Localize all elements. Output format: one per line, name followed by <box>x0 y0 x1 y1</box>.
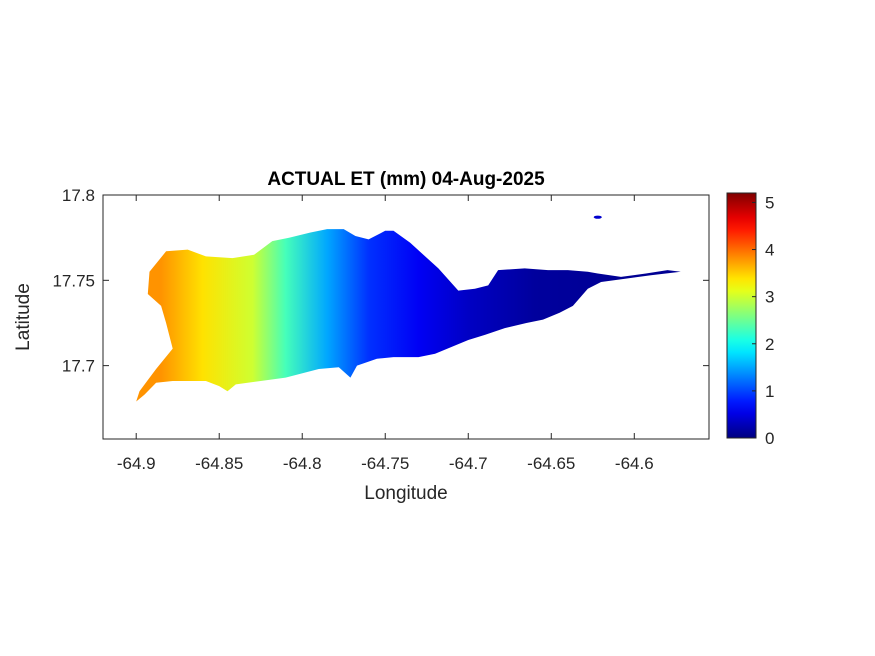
x-tick-label: -64.85 <box>195 454 243 473</box>
colorbar-tick-label: 1 <box>765 382 774 401</box>
y-tick-label: 17.8 <box>62 186 95 205</box>
x-tick-label: -64.65 <box>527 454 575 473</box>
x-axis-label: Longitude <box>364 483 447 504</box>
chart-title: ACTUAL ET (mm) 04-Aug-2025 <box>267 169 545 190</box>
colorbar-tick-label: 2 <box>765 335 774 354</box>
island-et-surface <box>136 229 681 402</box>
map-layer <box>136 215 681 402</box>
x-tick-label: -64.8 <box>283 454 322 473</box>
colorbar-scale <box>726 192 757 439</box>
colorbar-tick-label: 3 <box>765 288 774 307</box>
colorbar-tick-label: 4 <box>765 241 774 260</box>
islet-et-patch <box>593 215 602 219</box>
y-axis-label: Latitude <box>13 283 34 351</box>
x-tick-label: -64.75 <box>361 454 409 473</box>
x-tick-label: -64.6 <box>615 454 654 473</box>
y-tick-label: 17.75 <box>52 271 95 290</box>
colorbar-tick-label: 0 <box>765 429 774 448</box>
y-axis-ticks: 17.7 17.75 17.8 <box>52 186 709 376</box>
y-tick-label: 17.7 <box>62 357 95 376</box>
x-axis-ticks: -64.9 -64.85 -64.8 -64.75 -64.7 -64.65 -64.6 <box>117 195 654 473</box>
colorbar-tick-label: 5 <box>765 193 774 212</box>
colorbar: 0 1 2 3 4 5 <box>726 192 774 448</box>
x-tick-label: -64.7 <box>449 454 488 473</box>
plot-area: -64.9 -64.85 -64.8 -64.75 -64.7 -64.65 -64.6 1… <box>52 186 710 473</box>
axes-box <box>102 194 710 440</box>
x-tick-label: -64.9 <box>117 454 156 473</box>
colorbar-ticks: 0 1 2 3 4 5 <box>752 193 774 448</box>
